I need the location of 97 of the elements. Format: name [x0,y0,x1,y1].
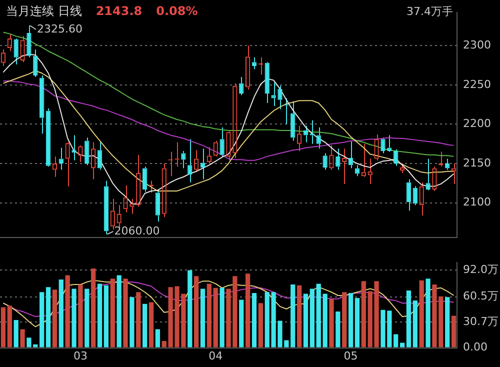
bar [110,278,115,348]
candlestick [220,126,224,157]
candlestick [26,24,32,58]
y-tick-label: 2200 [463,117,491,130]
bar [412,300,418,348]
candlestick [104,180,109,235]
bar [451,316,456,348]
annotation: 2325.60 [36,22,82,36]
candlestick [97,142,102,170]
y-tick-label: 2150 [463,156,491,170]
candlestick [46,108,51,168]
bar [200,288,206,348]
candlestick [412,186,418,206]
x-tick-label: 04 [208,349,223,362]
y-tick-label: 92.0万 [463,263,498,276]
bar [155,329,160,348]
bar [290,284,296,348]
candlestick [336,148,340,170]
candlestick [278,85,282,110]
y-tick-label: 2300 [463,38,491,52]
x-tick-label: 03 [73,349,88,362]
bar [84,288,90,348]
annotation: 0.08% [156,4,198,18]
y-tick-label: 2100 [463,196,491,209]
candlestick [264,62,270,104]
candlestick [72,134,76,161]
bar [72,288,76,348]
candlestick [322,152,328,170]
bar [258,303,263,348]
bar [116,275,122,348]
bar [142,304,148,348]
bar [46,287,51,348]
y-tick-label: 2250 [463,78,491,91]
bar [348,292,354,348]
bar [445,297,450,348]
bar [336,312,340,348]
bar [162,341,166,348]
candlestick [252,56,257,70]
candlestick [155,188,160,222]
bar [123,278,128,348]
bar [40,292,44,348]
bar [65,275,70,348]
candlestick [84,137,90,166]
bar [426,278,430,348]
bar [361,281,366,348]
candlestick [406,178,412,212]
x-tick-label: 05 [344,349,358,362]
y-tick-label: 30.7万 [463,314,498,328]
candlestick [258,56,263,76]
bar [97,284,102,348]
bar [14,320,18,348]
annotation: 2143.8 [96,4,142,18]
bar [148,302,154,348]
candlestick [348,141,354,169]
bar [213,288,218,348]
bar [400,342,405,348]
bar [220,288,224,348]
candlestick [271,82,276,107]
chart-title: 当月连续 日线 [6,4,82,18]
annotation: 2060.00 [114,224,160,238]
candlestick [354,164,360,177]
candlestick [290,100,296,142]
bar [296,285,302,348]
y-tick-label: 0.00 [463,340,488,354]
bar [206,284,212,348]
bar [130,297,134,348]
candlestick [316,126,321,150]
candlestick [142,166,148,192]
candlestick [188,138,192,183]
bar [0,307,6,348]
bar [188,270,192,348]
bar [20,329,25,348]
bar [342,292,347,348]
bar [58,279,64,348]
candlestick [181,150,186,169]
candlestick [426,158,430,191]
bar [245,274,250,348]
candlestick [40,74,44,134]
bar [252,292,257,348]
y-tick-label: 60.5万 [463,290,498,303]
bar [354,298,360,348]
bar [7,306,12,348]
annotation: 37.4万手 [406,4,453,18]
bar [91,268,96,348]
bar [329,298,334,348]
bar [136,292,141,348]
bar [310,288,314,348]
bar [104,285,109,348]
bar [394,334,398,348]
bar [78,284,83,348]
bar [406,290,412,348]
candlestick [239,76,244,96]
bar [194,276,199,348]
bar [419,280,424,348]
bar [239,300,244,348]
bar [52,290,58,348]
bar [303,294,308,348]
